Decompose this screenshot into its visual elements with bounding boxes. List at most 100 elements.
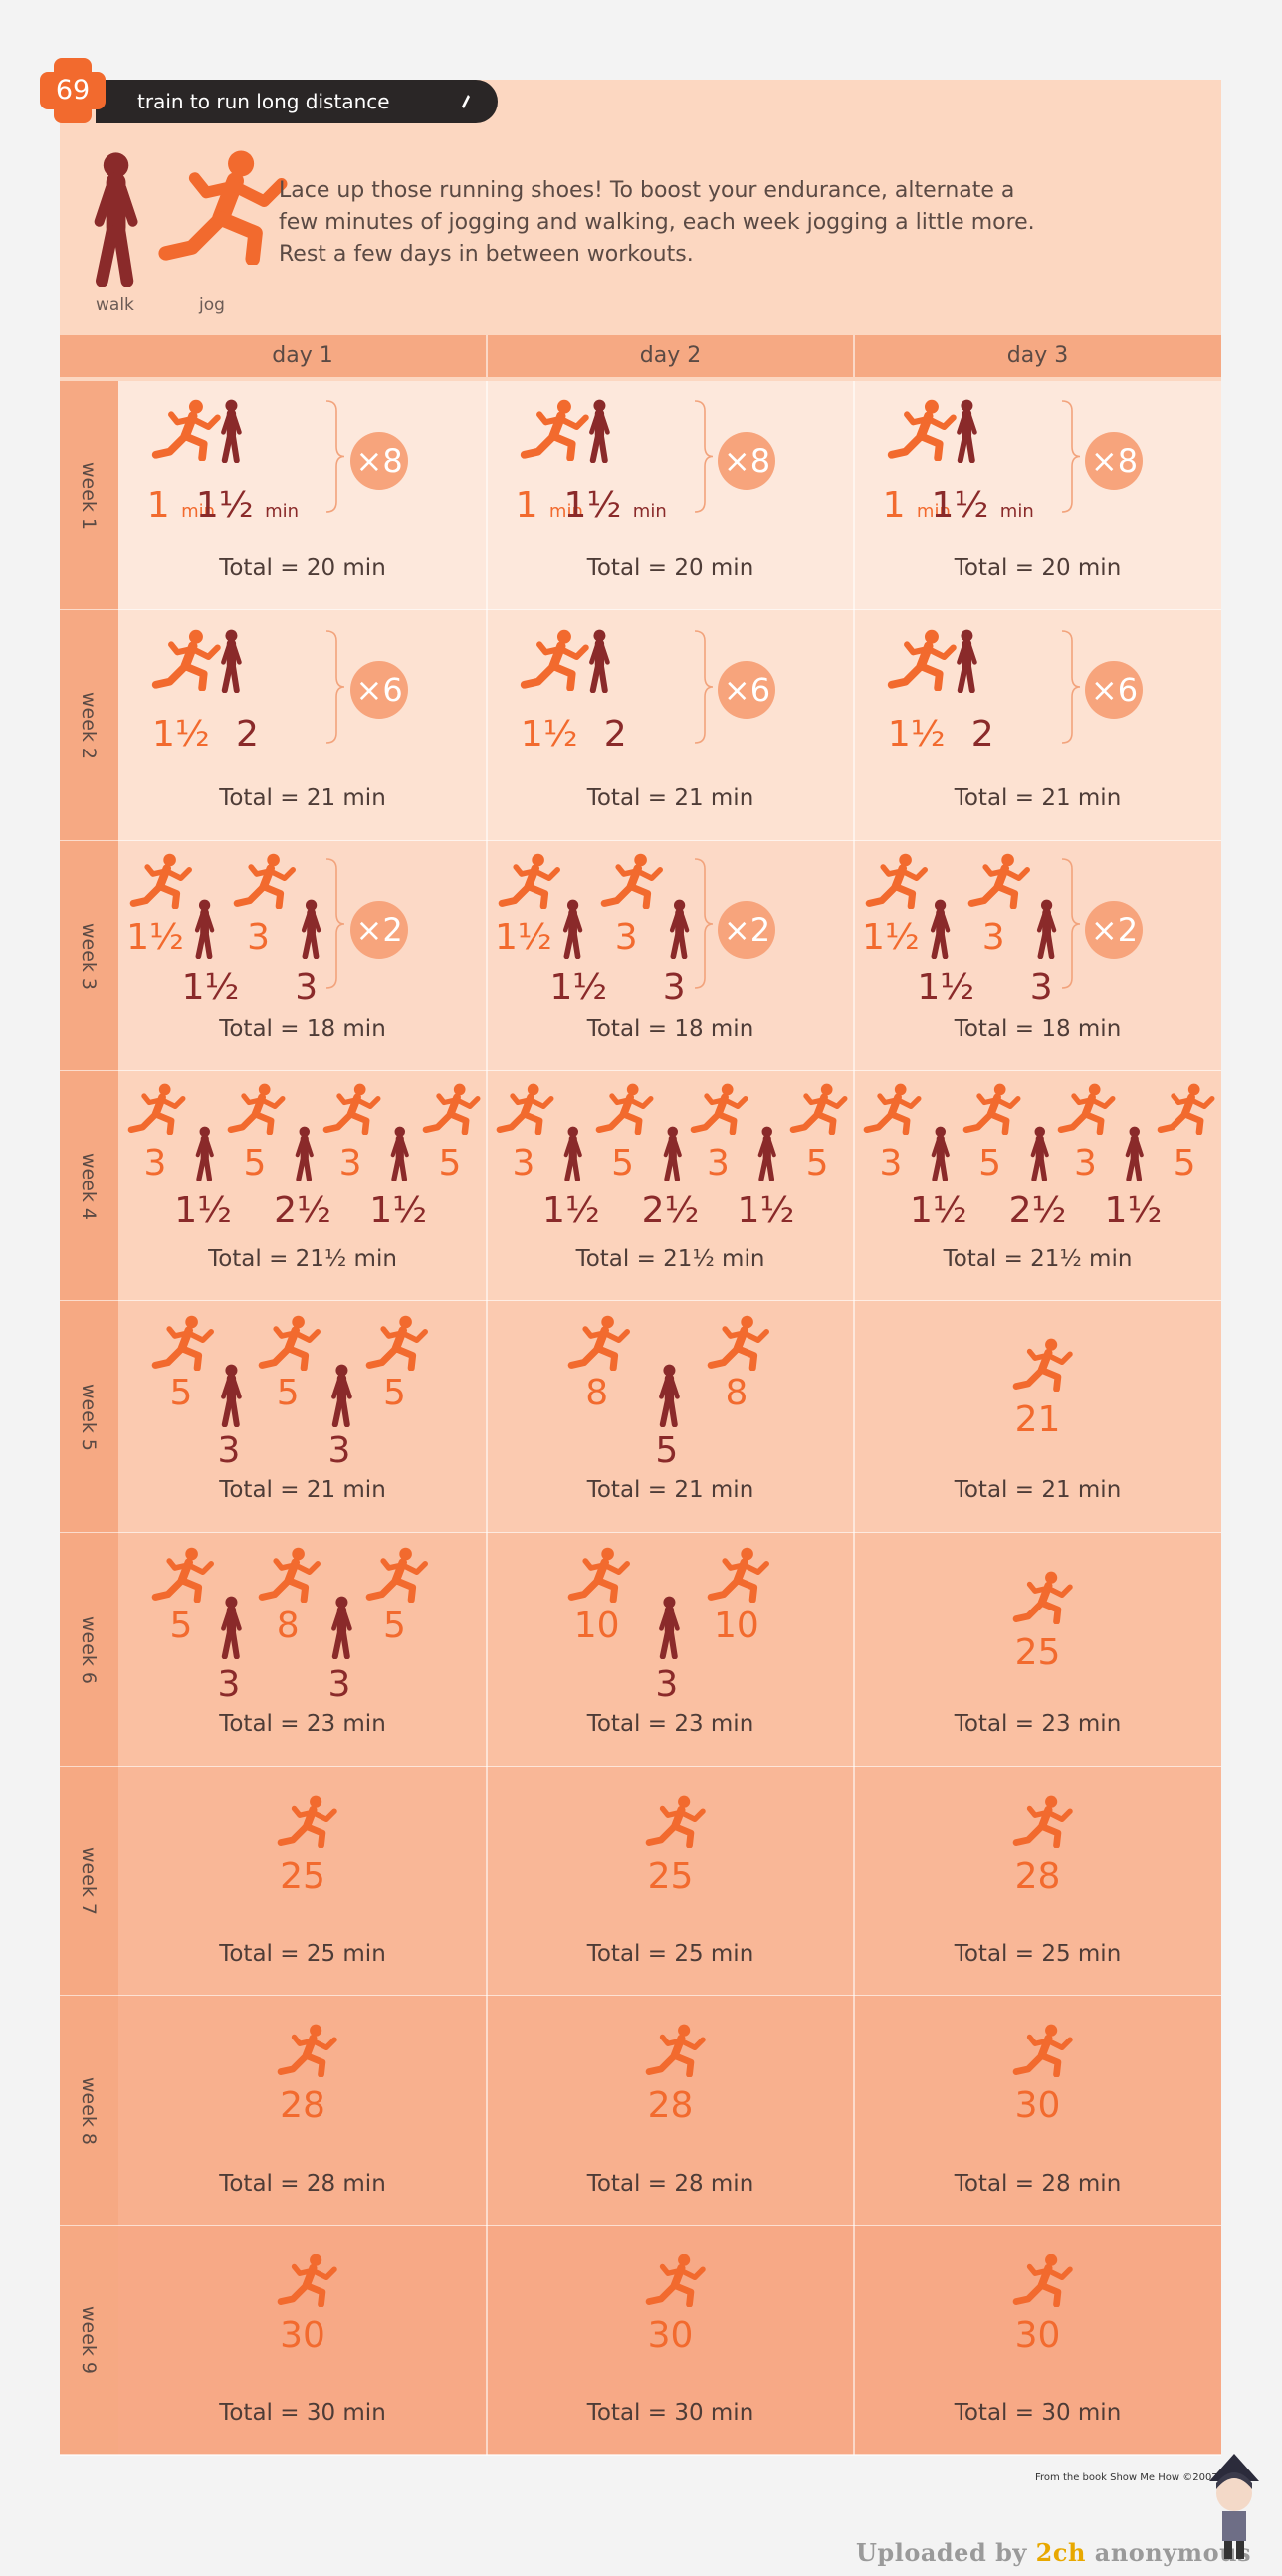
walk-figure-icon <box>562 899 583 959</box>
walk-duration: 1½ <box>541 1190 600 1232</box>
jog-figure-icon <box>887 629 957 691</box>
day-header-row: day 1 day 2 day 3 <box>60 335 1221 377</box>
jog-duration: 10 <box>573 1605 620 1646</box>
jog-duration: 5 <box>1173 1142 1196 1183</box>
jog-duration: 8 <box>725 1373 748 1414</box>
jog-duration: 3 <box>1074 1142 1097 1183</box>
workout-cell-day-2: 28 Total = 28 min <box>487 1996 854 2226</box>
jog-duration: 25 <box>1014 1631 1061 1673</box>
jog-duration: 3 <box>143 1142 167 1183</box>
jog-duration: 5 <box>978 1142 1001 1183</box>
jog-figure-icon <box>258 1547 321 1604</box>
jog-figure-icon <box>601 853 664 909</box>
total-duration: Total = 30 min <box>219 2399 386 2426</box>
week-row-9: week 9 30 Total = 30 min 30 Total = 30 min… <box>60 2226 1221 2456</box>
jog-figure-icon <box>595 1083 654 1135</box>
jog-figure-icon <box>645 2254 706 2307</box>
week-row-1: week 1 1 min 1½ min ×8 Total = 20 min 1 mi… <box>60 381 1221 611</box>
walk-duration: 2½ <box>274 1190 331 1232</box>
walk-duration: 2½ <box>1008 1190 1067 1232</box>
workout-cell-day-2: 1½ 1½ 3 3 ×2 Total = 18 min <box>487 841 854 1071</box>
week-label: week 7 <box>60 1767 118 1996</box>
jog-figure-icon <box>1012 1795 1073 1848</box>
total-duration: Total = 21 min <box>586 785 754 812</box>
jog-duration: 28 <box>280 2084 325 2126</box>
jog-figure-icon <box>129 853 193 909</box>
walk-figure-icon <box>956 629 977 693</box>
total-duration: Total = 20 min <box>586 554 754 581</box>
jog-figure-icon <box>789 1083 848 1135</box>
jog-duration: 3 <box>338 1142 362 1183</box>
total-duration: Total = 18 min <box>219 1015 386 1042</box>
jog-figure-icon <box>365 1315 428 1371</box>
walk-figure-icon <box>302 899 321 959</box>
walk-figure-icon <box>956 400 977 464</box>
walk-figure-icon <box>563 1127 582 1182</box>
jog-figure-icon <box>152 400 222 462</box>
total-duration: Total = 25 min <box>586 1940 754 1967</box>
jog-figure-icon <box>152 629 222 691</box>
week-row-7: week 7 25 Total = 25 min 25 Total = 25 min… <box>60 1767 1221 1997</box>
jog-figure-icon <box>277 1795 337 1848</box>
jog-figure-icon <box>691 1083 748 1135</box>
week-label: week 8 <box>60 1996 118 2226</box>
jog-figure-icon <box>158 150 288 265</box>
jog-duration: 1 min <box>146 484 216 526</box>
total-duration: Total = 21 min <box>219 785 386 812</box>
jog-duration: 3 <box>981 917 1005 959</box>
walk-figure-icon <box>220 400 242 464</box>
repeat-brace <box>1061 858 1080 989</box>
walk-figure-icon <box>221 1364 242 1427</box>
workout-cell-day-2: 10 3 10 Total = 23 min <box>487 1533 854 1767</box>
mascot-illustration <box>1209 2454 1259 2559</box>
jog-figure-icon <box>496 1083 554 1135</box>
jog-duration: 30 <box>647 2314 694 2356</box>
jog-legend-label: jog <box>199 295 225 315</box>
day-header-1: day 1 <box>272 343 333 368</box>
workout-cell-day-2: 8 5 8 Total = 21 min <box>487 1301 854 1533</box>
walk-figure-icon <box>220 629 242 693</box>
workout-cell-day-3: 25 Total = 23 min <box>854 1533 1221 1767</box>
jog-duration: 3 <box>707 1142 730 1183</box>
repeat-count: ×8 <box>350 431 409 490</box>
total-duration: Total = 18 min <box>954 1015 1122 1042</box>
week-label: week 9 <box>60 2226 118 2455</box>
walk-duration: 3 <box>655 1663 679 1705</box>
walk-duration: 1½ <box>369 1190 428 1232</box>
jog-figure-icon <box>968 853 1031 909</box>
walk-figure-icon <box>663 1127 682 1182</box>
walk-duration: 3 <box>327 1430 351 1472</box>
repeat-brace <box>694 400 713 514</box>
total-duration: Total = 21 min <box>954 785 1122 812</box>
workout-cell-day-1: 25 Total = 25 min <box>118 1767 487 1996</box>
upload-watermark: Uploaded by 2ch anonymous <box>856 2538 1252 2567</box>
walk-figure-icon <box>930 899 951 959</box>
walk-duration: 2 <box>970 714 994 755</box>
workout-cell-day-1: 1 min 1½ min ×8 Total = 20 min <box>118 381 487 610</box>
day-header-3: day 3 <box>1006 343 1069 368</box>
workout-cell-day-2: 3 1½ 5 2½ 3 1½ <box>487 1071 854 1301</box>
jog-duration: 21 <box>1014 1399 1061 1441</box>
jog-figure-icon <box>863 1083 922 1135</box>
jog-duration: 28 <box>647 2084 694 2126</box>
total-duration: Total = 20 min <box>219 554 386 581</box>
walk-figure-icon <box>588 400 610 464</box>
jog-figure-icon <box>520 400 589 462</box>
workout-cell-day-3: 21 Total = 21 min <box>854 1301 1221 1533</box>
walk-duration: 1½ min <box>931 484 1034 526</box>
workout-cell-day-3: 28 Total = 25 min <box>854 1767 1221 1996</box>
jog-duration: 5 <box>243 1142 267 1183</box>
walk-figure-icon <box>1036 899 1057 959</box>
walk-duration: 1½ <box>181 967 240 1009</box>
week-label: week 3 <box>60 841 118 1071</box>
jog-duration: 30 <box>280 2314 325 2356</box>
walk-figure-icon <box>331 1597 352 1660</box>
workout-cell-day-3: 30 Total = 30 min <box>854 2226 1221 2455</box>
total-duration: Total = 21½ min <box>208 1245 397 1272</box>
jog-duration: 8 <box>276 1605 300 1646</box>
jog-figure-icon <box>277 2254 337 2307</box>
total-duration: Total = 23 min <box>954 1710 1122 1737</box>
workout-cell-day-2: 25 Total = 25 min <box>487 1767 854 1996</box>
jog-figure-icon <box>127 1083 186 1135</box>
walk-duration: 1½ <box>1104 1190 1163 1232</box>
